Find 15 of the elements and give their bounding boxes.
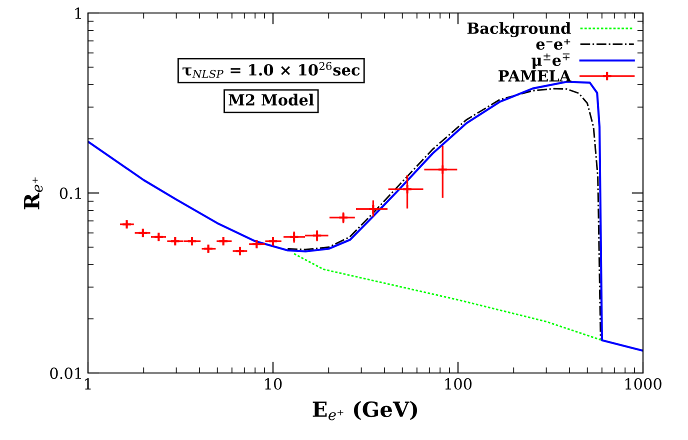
y-tick-label: 0.01: [50, 367, 81, 380]
y-tick-label: 0.1: [60, 187, 81, 200]
annotation: τ$_{NLSP}$ = 1.0 × 10$^{26}$sec: [182, 62, 360, 78]
annotation: M2 Model: [228, 94, 314, 106]
x-tick-label: 1: [85, 378, 91, 390]
x-axis-title: E$_{e⁺}$ (GeV): [312, 400, 417, 420]
x-tick-label: 1000: [625, 378, 662, 390]
x-tick-label: 10: [265, 378, 282, 390]
x-tick-label: 100: [445, 378, 472, 390]
legend-label: μ$^{±}$e$^{∓}$: [532, 53, 570, 69]
legend-label: e⁻e⁺: [536, 39, 570, 50]
y-axis-title: R$_{e⁺}$: [24, 177, 43, 210]
legend-label: Background: [467, 22, 571, 38]
y-tick-label: 1: [75, 7, 81, 19]
legend-label: PAMELA: [498, 70, 572, 82]
